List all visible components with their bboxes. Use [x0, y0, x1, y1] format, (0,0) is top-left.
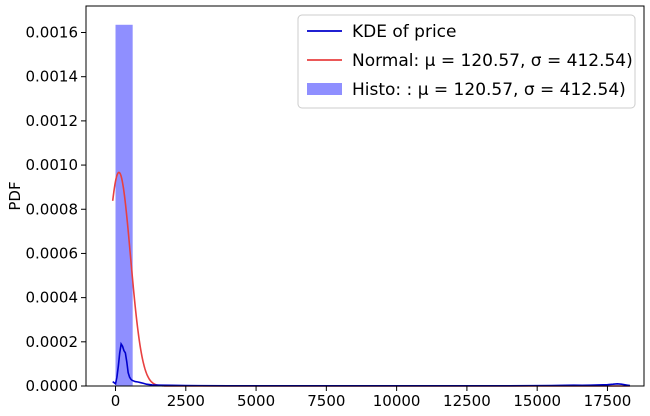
plot-frame — [85, 5, 645, 387]
legend-label-2: Histo: : μ = 120.57, σ = 412.54) — [352, 80, 626, 100]
x-tick-label-6: 15000 — [513, 392, 561, 410]
x-tick-label-3: 7500 — [307, 392, 345, 410]
legend-box — [297, 14, 636, 109]
x-tick-label-2: 5000 — [237, 392, 275, 410]
histogram-bars — [115, 24, 133, 386]
normal-curve-line — [111, 171, 630, 387]
x-tick-label-4: 10000 — [373, 392, 421, 410]
y-axis: 0.0000 0.0002 0.0004 0.0006 0.0008 0.0010 0.00… — [26, 24, 86, 395]
histogram-bar-0 — [115, 24, 133, 386]
x-tick-label-5: 12500 — [443, 392, 491, 410]
y-tick-label-0: 0.0000 — [26, 377, 79, 395]
y-axis-label: PDF — [6, 181, 24, 210]
y-tick-label-1: 0.0002 — [26, 333, 79, 351]
x-tick-label-1: 2500 — [167, 392, 205, 410]
legend: KDE of price Normal: μ = 120.57, σ = 412.… — [297, 14, 636, 109]
kde-line — [112, 341, 631, 387]
y-tick-label-8: 0.0016 — [26, 24, 79, 42]
curves — [111, 171, 631, 387]
x-tick-label-7: 17500 — [584, 392, 632, 410]
y-tick-label-2: 0.0004 — [26, 289, 79, 307]
x-tick-label-0: 0 — [111, 392, 121, 410]
y-tick-label-6: 0.0012 — [26, 112, 79, 130]
y-tick-label-3: 0.0006 — [26, 244, 79, 262]
y-tick-label-4: 0.0008 — [26, 200, 79, 218]
y-tick-label-7: 0.0014 — [26, 68, 79, 86]
legend-label-0: KDE of price — [352, 22, 456, 42]
x-axis: 0 2500 5000 7500 10000 12500 15000 17500 — [111, 386, 632, 410]
y-tick-label-5: 0.0010 — [26, 156, 79, 174]
legend-swatch-2 — [307, 83, 342, 95]
legend-label-1: Normal: μ = 120.57, σ = 412.54) — [352, 51, 633, 71]
